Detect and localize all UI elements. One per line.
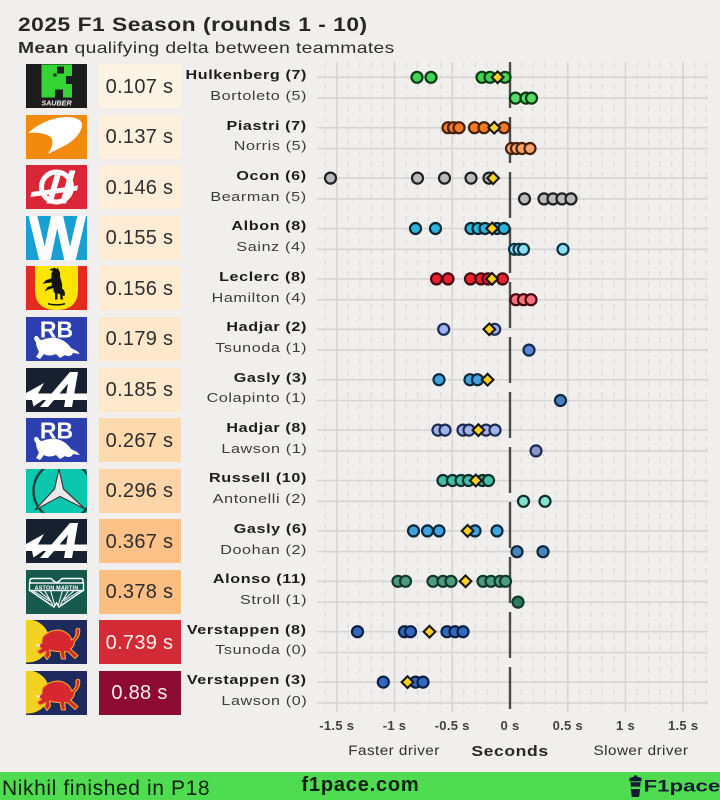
svg-text:ASTON MARTIN: ASTON MARTIN xyxy=(34,585,78,591)
svg-text:SAUBER: SAUBER xyxy=(41,99,72,108)
svg-text:F1pace: F1pace xyxy=(644,777,720,796)
